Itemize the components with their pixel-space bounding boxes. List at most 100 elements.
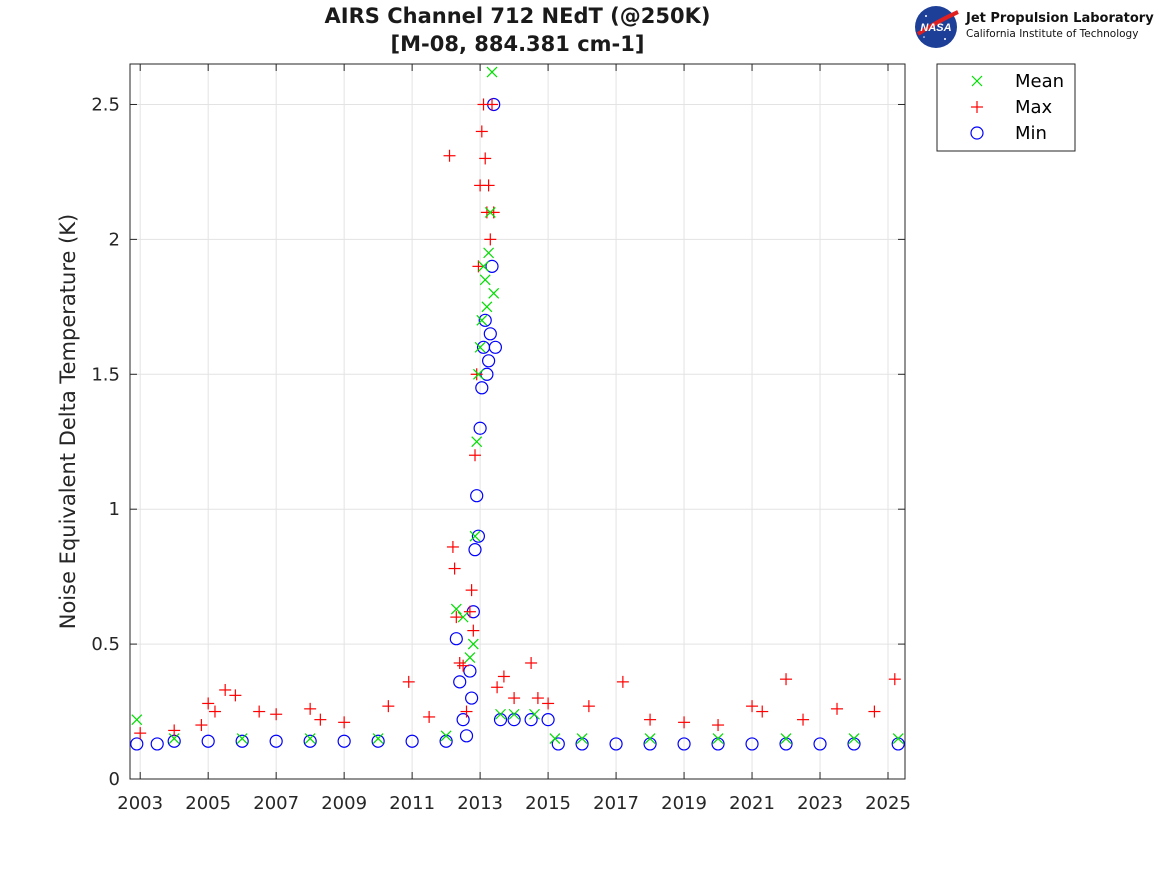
max-point	[868, 705, 881, 718]
series-mean	[131, 66, 904, 744]
legend-marker-max	[971, 101, 983, 113]
max-point	[831, 702, 844, 715]
mean-point	[476, 314, 488, 326]
min-point	[475, 381, 489, 395]
min-point	[201, 734, 215, 748]
legend-label-mean: Mean	[1015, 71, 1064, 92]
max-point	[446, 540, 459, 553]
min-point	[167, 734, 181, 748]
mean-point	[508, 708, 520, 720]
min-point	[551, 737, 565, 751]
min-point	[130, 737, 144, 751]
series-min	[130, 97, 905, 751]
x-tick-label: 2019	[661, 793, 707, 814]
series-max	[134, 98, 901, 740]
min-point	[470, 489, 484, 503]
min-point	[485, 259, 499, 273]
max-point	[270, 708, 283, 721]
max-point	[888, 673, 901, 686]
max-point	[457, 659, 470, 672]
y-tick-label: 0	[109, 769, 120, 790]
min-point	[463, 664, 477, 678]
min-point	[541, 713, 555, 727]
max-point	[756, 705, 769, 718]
y-axis-label: Noise Equivalent Delta Temperature (K)	[56, 214, 80, 630]
mean-point	[472, 368, 484, 380]
legend-marker-mean	[971, 75, 983, 87]
min-point	[235, 734, 249, 748]
min-point	[456, 713, 470, 727]
chart-title-line2: [M-08, 884.381 cm-1]	[390, 32, 645, 56]
max-point	[712, 719, 725, 732]
data-marks	[130, 66, 905, 751]
max-point	[450, 611, 463, 624]
min-point	[847, 737, 861, 751]
min-point	[471, 529, 486, 543]
x-tick-label: 2013	[457, 793, 503, 814]
min-point	[453, 675, 467, 689]
max-point	[479, 152, 492, 165]
min-point	[482, 354, 496, 368]
max-point	[469, 449, 482, 462]
y-axis: 0 0.5 1 1.5 2 2.5	[91, 94, 905, 790]
mean-point	[481, 301, 493, 313]
max-point	[678, 716, 691, 729]
y-tick-label: 2.5	[91, 94, 120, 115]
max-point	[448, 562, 461, 575]
x-tick-label: 2021	[729, 793, 775, 814]
max-point	[402, 675, 415, 688]
x-tick-label: 2025	[865, 793, 911, 814]
legend-label-min: Min	[1015, 123, 1047, 144]
max-point	[616, 675, 629, 688]
mean-point	[892, 733, 904, 744]
max-point	[525, 656, 538, 669]
mean-point	[450, 603, 462, 615]
min-point	[745, 737, 759, 751]
mean-point	[440, 730, 452, 742]
mean-point	[488, 287, 500, 299]
mean-point	[495, 708, 506, 720]
max-point	[202, 697, 215, 710]
min-point	[449, 632, 463, 646]
max-point	[423, 710, 436, 723]
min-point	[439, 734, 453, 748]
chart-title: AIRS Channel 712 NEdT (@250K) [M-08, 884…	[130, 2, 905, 58]
min-point	[150, 737, 164, 751]
min-point	[269, 734, 283, 748]
mean-point	[236, 733, 248, 744]
mean-point	[576, 733, 588, 744]
max-point	[314, 713, 327, 726]
min-point	[609, 737, 623, 751]
max-point	[467, 624, 480, 637]
min-point	[891, 737, 905, 751]
max-point	[470, 368, 483, 381]
legend-label-max: Max	[1015, 97, 1053, 118]
mean-point	[457, 611, 469, 623]
mean-point	[372, 733, 384, 744]
chart-title-line1: AIRS Channel 712 NEdT (@250K)	[324, 4, 711, 28]
mean-point	[469, 530, 481, 542]
x-tick-label: 2005	[185, 793, 231, 814]
mean-point	[467, 638, 479, 650]
nasa-meatball-icon: NASA	[915, 6, 959, 48]
max-point	[134, 727, 147, 740]
mean-point	[712, 733, 724, 744]
max-point	[168, 724, 181, 737]
x-axis: 2003 2005 2007 2009 2011 2013 2015 2017 2019 2021…	[117, 64, 911, 814]
max-point	[497, 670, 510, 683]
min-point	[507, 713, 521, 727]
mean-point	[464, 652, 476, 664]
min-point	[478, 313, 492, 327]
x-tick-label: 2015	[525, 793, 571, 814]
max-point	[644, 713, 657, 726]
min-point	[524, 713, 538, 727]
min-point	[468, 543, 482, 557]
max-point	[797, 713, 810, 726]
max-point	[531, 692, 544, 705]
mean-point	[549, 733, 561, 744]
min-point	[493, 713, 508, 727]
x-tick-label: 2017	[593, 793, 639, 814]
mean-point	[479, 274, 491, 286]
min-point	[813, 737, 827, 751]
